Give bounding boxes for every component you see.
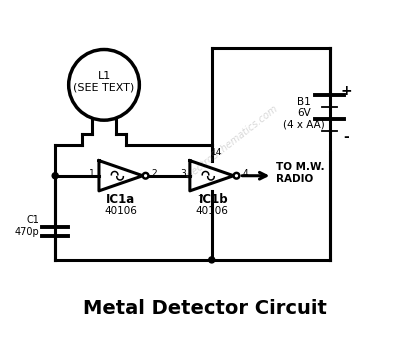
Text: +: + bbox=[340, 84, 351, 98]
Polygon shape bbox=[189, 161, 233, 191]
Text: B1
6V
(4 x AA): B1 6V (4 x AA) bbox=[283, 97, 324, 130]
Text: TO M.W.
RADIO: TO M.W. RADIO bbox=[276, 162, 324, 184]
Text: 40106: 40106 bbox=[195, 206, 228, 216]
Text: 14: 14 bbox=[211, 148, 222, 156]
Text: 4: 4 bbox=[242, 169, 247, 177]
Text: IC1a: IC1a bbox=[106, 193, 135, 207]
Text: 1: 1 bbox=[89, 169, 95, 178]
Text: IC1b: IC1b bbox=[198, 193, 228, 207]
Text: 3: 3 bbox=[180, 169, 185, 178]
Text: C1
470p: C1 470p bbox=[15, 215, 40, 237]
Text: 40106: 40106 bbox=[104, 206, 137, 216]
Circle shape bbox=[233, 173, 239, 178]
Circle shape bbox=[208, 257, 214, 263]
Text: 2: 2 bbox=[151, 169, 157, 177]
Circle shape bbox=[142, 173, 148, 178]
Polygon shape bbox=[99, 161, 142, 191]
Text: L1
(SEE TEXT): L1 (SEE TEXT) bbox=[73, 71, 134, 92]
Text: 7: 7 bbox=[197, 195, 202, 204]
Text: -: - bbox=[343, 130, 348, 144]
Text: Metal Detector Circuit: Metal Detector Circuit bbox=[83, 299, 326, 318]
Circle shape bbox=[52, 173, 58, 179]
Text: electroSchematics.com: electroSchematics.com bbox=[183, 103, 279, 181]
